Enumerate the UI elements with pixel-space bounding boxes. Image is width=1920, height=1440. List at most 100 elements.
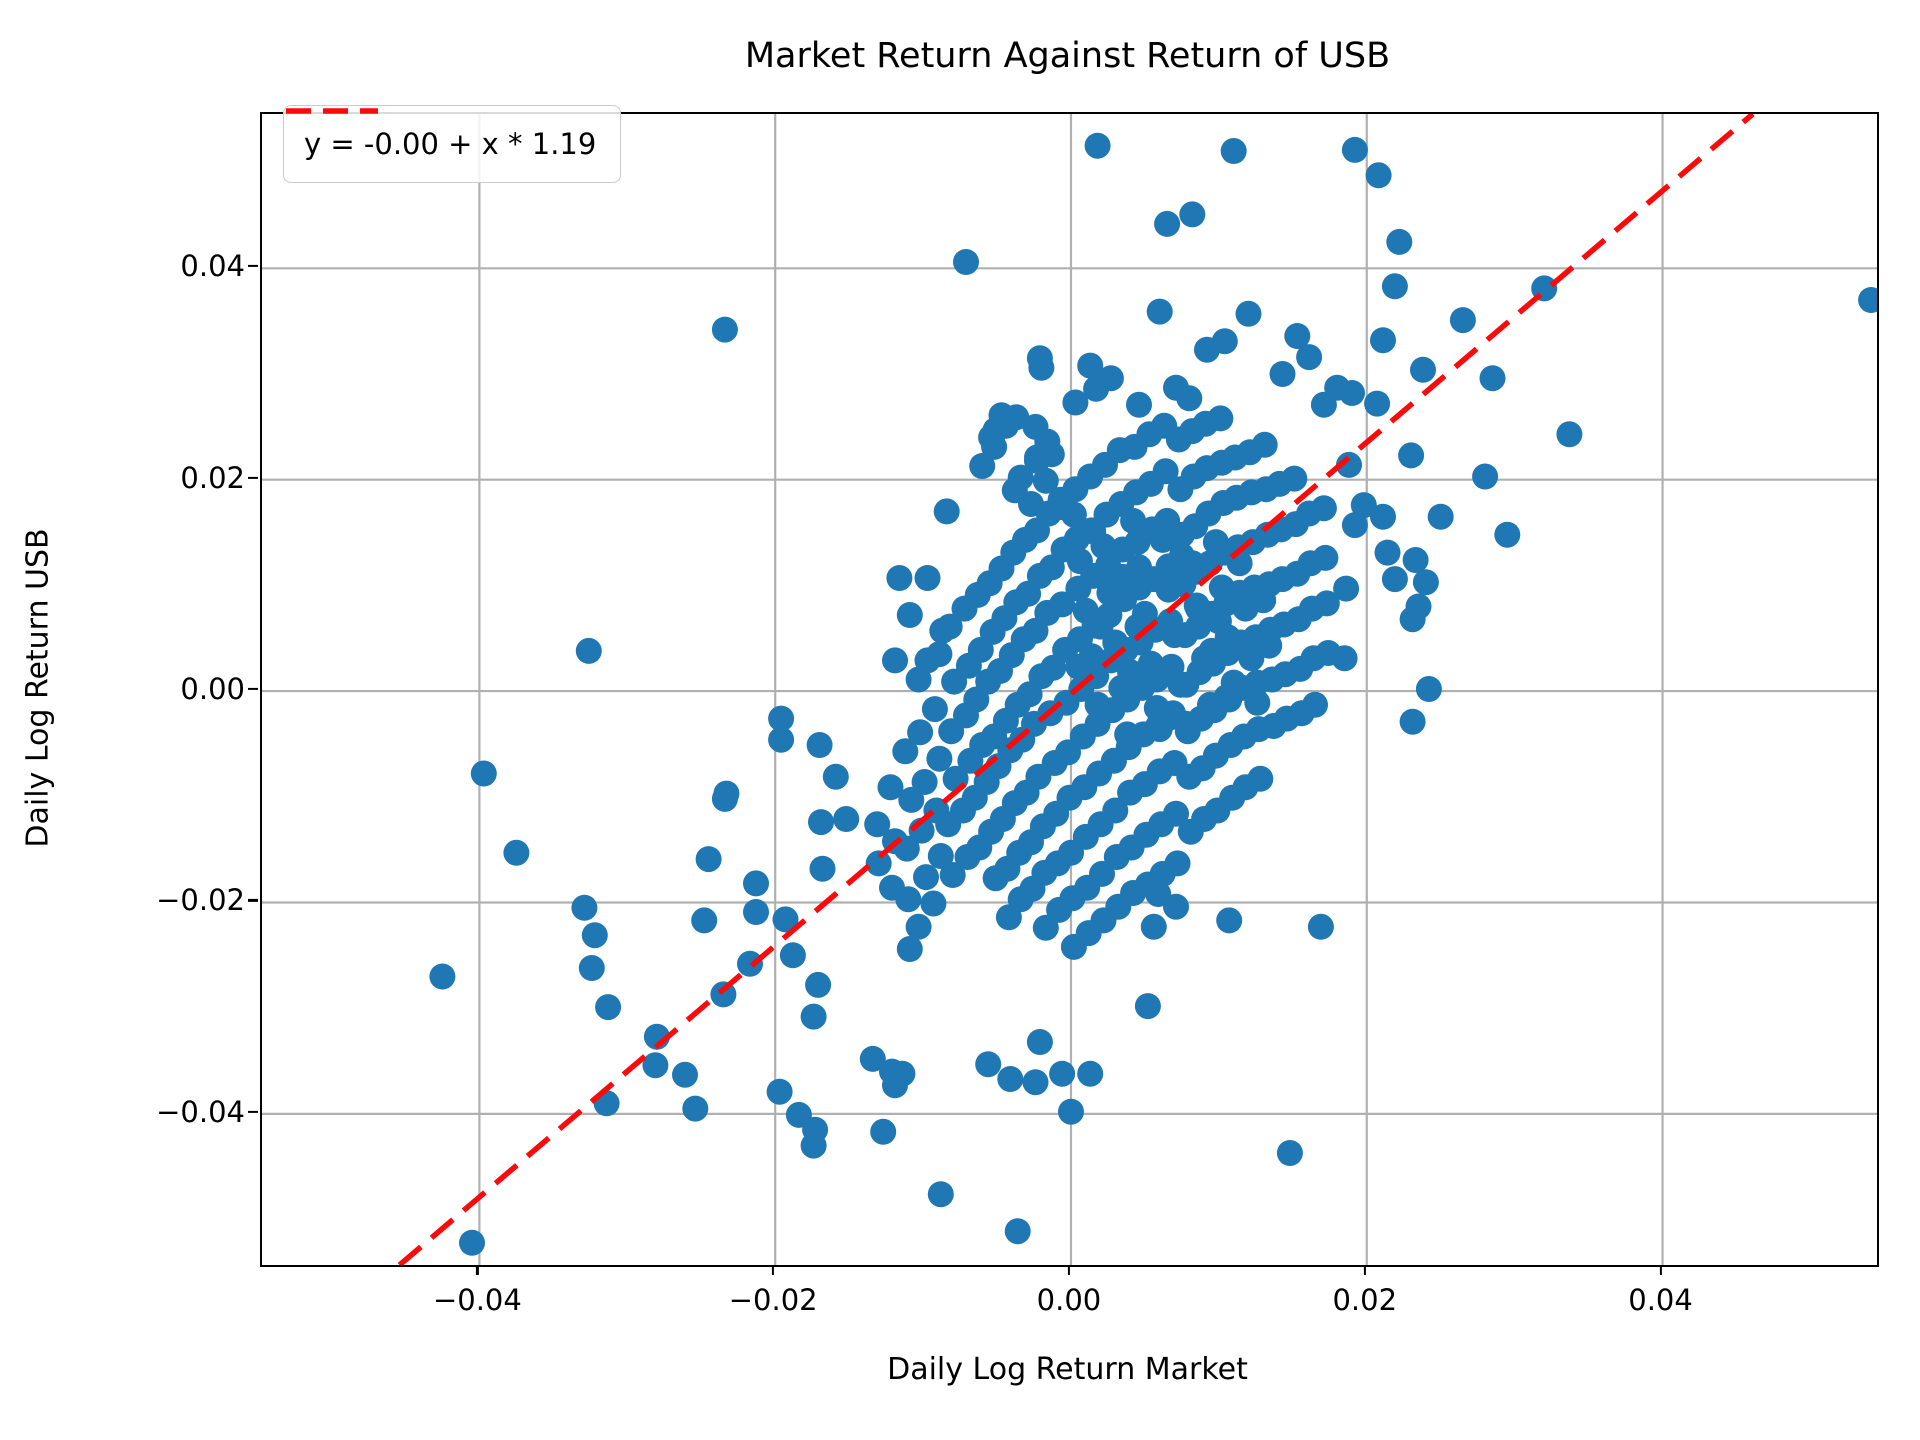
data-point (1256, 632, 1283, 659)
data-point (1449, 307, 1476, 334)
data-point (1472, 463, 1499, 490)
data-point (895, 886, 922, 913)
data-point (981, 433, 1008, 460)
data-point (768, 705, 795, 732)
data-point (1152, 458, 1179, 485)
data-point (1374, 539, 1401, 566)
y-tick-label: 0.04 (180, 249, 245, 284)
data-point (898, 786, 925, 813)
y-tick-label: 0.02 (180, 460, 245, 495)
data-point (766, 1078, 793, 1105)
data-point (1183, 592, 1210, 619)
data-point (1032, 467, 1059, 494)
data-point (1315, 640, 1342, 666)
data-point (907, 719, 934, 746)
data-point (1154, 210, 1181, 237)
data-point (711, 316, 738, 343)
data-point (672, 1061, 698, 1088)
data-point (1179, 201, 1206, 228)
data-point (1399, 606, 1426, 633)
data-point (886, 565, 913, 591)
data-point (1194, 336, 1220, 363)
data-point (1077, 1060, 1104, 1087)
data-point (889, 1060, 916, 1087)
data-point (865, 850, 892, 877)
data-point (1235, 300, 1262, 327)
data-point (805, 971, 832, 998)
data-point (1402, 547, 1429, 573)
data-point (571, 894, 598, 921)
data-point (809, 855, 836, 882)
data-point (892, 738, 919, 765)
data-point (743, 899, 769, 925)
data-point (1026, 1029, 1053, 1055)
data-point (1089, 860, 1115, 887)
data-point (953, 249, 979, 275)
data-point (578, 955, 605, 981)
regression-line (397, 114, 1755, 1265)
data-point (1427, 503, 1454, 530)
data-point (988, 402, 1015, 429)
data-point (1084, 132, 1111, 159)
y-tick-label: −0.02 (156, 883, 245, 918)
data-point (1102, 797, 1129, 824)
data-point (1313, 590, 1340, 617)
data-point (975, 1051, 1002, 1078)
data-point (1858, 287, 1877, 313)
data-point (1381, 566, 1408, 593)
data-point (1370, 503, 1396, 530)
data-point (1269, 361, 1296, 387)
data-point (920, 890, 947, 917)
data-point (581, 922, 608, 949)
y-axis-label: Daily Log Return USB (20, 528, 56, 848)
data-point (1155, 576, 1182, 603)
data-point (1167, 671, 1194, 698)
data-point (642, 1052, 669, 1079)
data-point (503, 839, 530, 866)
data-point (1276, 1140, 1303, 1166)
data-point (1333, 575, 1360, 602)
legend: y = -0.00 + x * 1.19 (283, 105, 622, 183)
data-point (1370, 327, 1396, 354)
chart-title: Market Return Against Return of USB (744, 36, 1391, 76)
data-point (1202, 529, 1229, 556)
data-point (905, 913, 932, 940)
x-tick-label: 0.00 (1036, 1283, 1102, 1317)
data-point (1216, 907, 1243, 934)
data-point (822, 763, 849, 790)
data-point (1149, 526, 1176, 553)
data-point (695, 846, 722, 873)
legend-label: y = -0.00 + x * 1.19 (304, 127, 597, 161)
data-point (1281, 465, 1308, 492)
data-point (1226, 550, 1253, 577)
data-point (1307, 913, 1334, 940)
data-point (768, 726, 795, 753)
data-point (1412, 569, 1439, 596)
data-point (1176, 385, 1203, 412)
red-dashed-line-icon (286, 108, 378, 114)
data-point (1364, 390, 1391, 417)
data-point (933, 498, 960, 525)
data-point (575, 637, 602, 664)
data-point (1058, 1098, 1084, 1125)
data-point (1381, 273, 1408, 300)
data-point (1205, 608, 1232, 635)
data-point (1084, 691, 1111, 718)
data-point (864, 811, 891, 838)
data-point (743, 870, 769, 897)
data-point (1350, 492, 1377, 519)
data-point (1341, 512, 1368, 539)
data-point (1494, 521, 1521, 548)
data-point (1341, 136, 1368, 163)
data-point (921, 696, 948, 723)
data-point (1244, 689, 1271, 716)
data-point (1208, 574, 1235, 601)
data-point (1220, 138, 1247, 164)
data-point (1386, 228, 1413, 255)
data-point (1163, 800, 1189, 827)
data-point (1083, 375, 1110, 402)
data-point (1062, 389, 1089, 416)
data-point (806, 732, 833, 758)
data-point (1095, 566, 1121, 593)
